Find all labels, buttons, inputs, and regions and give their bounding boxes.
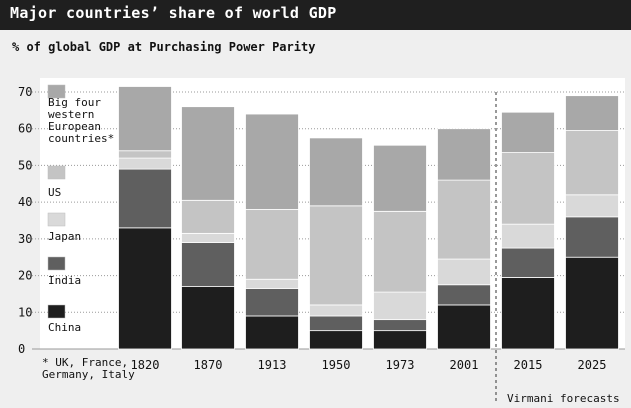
bar-1950-us [309,205,363,306]
bar-1973-japan [373,291,427,321]
legend-label-4-0: China [48,321,81,334]
x-tick-label-1913: 1913 [258,358,287,372]
x-tick-label-1870: 1870 [194,358,223,372]
legend-swatch-4 [47,304,66,319]
bar-1820-us [118,150,172,159]
legend-swatch-1 [47,165,66,180]
bar-1913-japan [245,278,299,289]
bar-1950-china [309,330,363,350]
legend-label-2-0: Japan [48,230,81,243]
forecast-label: Virmani forecasts [507,392,620,405]
legend-label-1-0: US [48,186,61,199]
bar-2025-china [565,256,619,350]
x-tick-label-1950: 1950 [322,358,351,372]
y-tick-label-70: 70 [18,85,32,99]
legend-label-0-2: European [48,120,101,133]
y-tick-label-10: 10 [18,305,32,319]
legend-label-0-3: countries* [48,132,114,145]
bar-1820-japan [118,157,172,170]
bar-1870-china [181,286,235,350]
x-tick-label-1973: 1973 [386,358,415,372]
bar-1913-china [245,315,299,350]
legend-swatch-3 [47,256,66,271]
bar-1870-us [181,199,235,234]
legend-label-3-0: India [48,274,81,287]
bar-1913-india [245,288,299,317]
bar-2015-japan [501,223,555,249]
bar-2001-china [437,304,491,350]
bar-1870-india [181,242,235,287]
bar-1973-china [373,330,427,350]
bar-2015-china [501,277,555,350]
bar-1820-india [118,168,172,229]
bar-2015-india [501,247,555,278]
y-tick-label-20: 20 [18,269,32,283]
bar-1913-big [245,113,299,210]
bar-1820-china [118,227,172,350]
footnote-line-0: * UK, France, [42,356,128,369]
bar-1870-big [181,106,235,201]
bar-1973-india [373,319,427,332]
chart-subtitle: % of global GDP at Purchasing Power Pari… [12,40,316,54]
title-bar: Major countries’ share of world GDP [0,0,631,30]
bar-2025-japan [565,194,619,218]
x-tick-label-1820: 1820 [131,358,160,372]
x-tick-label-2015: 2015 [514,358,543,372]
y-tick-label-60: 60 [18,122,32,136]
bar-1950-japan [309,304,363,317]
bar-2001-big [437,128,491,181]
bar-2025-us [565,130,619,196]
y-tick-label-0: 0 [18,342,25,356]
legend-swatch-2 [47,212,66,227]
footnote-line-1: Germany, Italy [42,368,135,381]
bar-1913-us [245,209,299,280]
bar-1973-us [373,210,427,293]
bar-2025-india [565,216,619,258]
bar-1950-india [309,315,363,332]
bar-1820-big [118,86,172,152]
bar-2001-japan [437,258,491,286]
x-tick-label-2001: 2001 [450,358,479,372]
bar-2001-india [437,284,491,306]
bar-2025-big [565,95,619,131]
bar-1973-big [373,144,427,212]
legend-label-0-0: Big four [48,96,101,109]
x-tick-label-2025: 2025 [578,358,607,372]
chart-title: Major countries’ share of world GDP [10,4,337,22]
bar-2001-us [437,179,491,260]
legend-swatch-0 [47,84,66,99]
bar-2015-big [501,111,555,153]
y-tick-label-30: 30 [18,232,32,246]
legend-label-0-1: western [48,108,94,121]
y-tick-label-50: 50 [18,158,32,172]
y-tick-label-40: 40 [18,195,32,209]
bar-1950-big [309,137,363,207]
bar-1870-japan [181,232,235,243]
bar-2015-us [501,152,555,225]
